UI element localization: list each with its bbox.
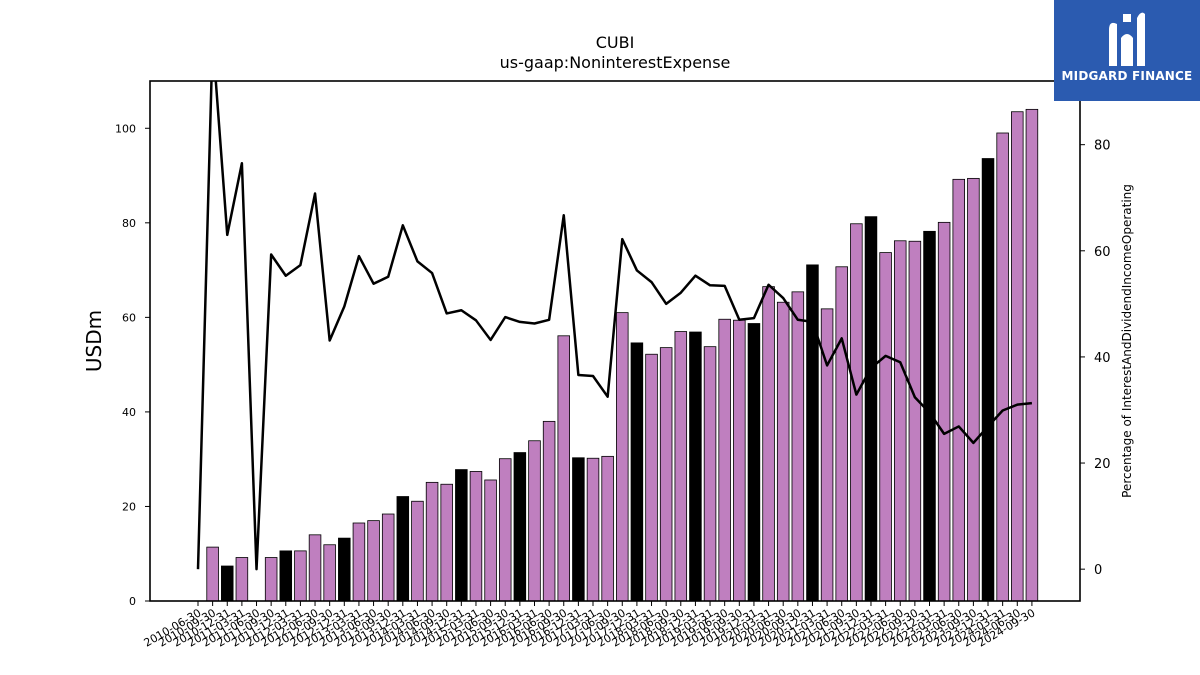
bars: [206, 108, 1039, 602]
brand-name: MIDGARD FINANCE: [1061, 69, 1193, 83]
y2-axis-label: Percentage of InterestAndDividendIncomeO…: [1120, 184, 1134, 498]
bar-2015-03-31: [469, 471, 483, 602]
bar-2019-03-31: [703, 346, 717, 602]
bar-2014-12-31: [455, 469, 468, 602]
bar-2019-12-31: [747, 323, 761, 602]
bar-2020-09-30: [791, 291, 805, 602]
bar-2017-06-30: [601, 455, 614, 602]
bar-2015-09-30: [498, 458, 512, 602]
bar-2018-03-31: [645, 353, 658, 602]
y-tick-label: 100: [115, 122, 136, 135]
bar-2024-06-30: [1011, 111, 1024, 602]
bar-2022-12-31: [923, 230, 936, 602]
bar-2016-06-30: [542, 420, 556, 602]
y-axis-label: USDm: [82, 310, 106, 372]
y2-tick-label: 60: [1094, 245, 1111, 260]
bar-2014-09-30: [440, 483, 453, 602]
bar-2023-12-31: [981, 158, 995, 602]
y-tick-label: 0: [129, 595, 136, 608]
bar-2021-12-31: [864, 216, 878, 602]
bar-2021-06-30: [835, 266, 848, 602]
bar-2012-03-31: [294, 550, 307, 602]
bar-2024-03-31: [996, 132, 1009, 602]
bar-2022-06-30: [893, 240, 907, 602]
y-tick-label: 20: [122, 500, 136, 513]
percentage-line: [196, 81, 1033, 571]
bar-2017-09-30: [616, 312, 629, 602]
bar-2016-12-31: [572, 457, 585, 602]
bar-2013-09-30: [381, 513, 395, 602]
bar-2010-09-30: [206, 546, 219, 602]
bar-2019-09-30: [733, 319, 746, 602]
bar-2024-09-30: [1025, 108, 1039, 602]
bar-2023-06-30: [952, 178, 966, 602]
y2-tick-label: 0: [1094, 563, 1102, 578]
bar-2012-12-31: [338, 537, 351, 602]
bar-2021-09-30: [850, 223, 863, 602]
bar-2011-09-30: [264, 557, 278, 602]
chart-title: CUBI: [596, 33, 635, 52]
bar-2017-12-31: [630, 342, 644, 602]
bar-2010-12-31: [221, 565, 234, 602]
midgard-logo-icon: [1109, 12, 1145, 67]
bar-2015-06-30: [484, 479, 497, 602]
percentage-line-layer: [196, 81, 1033, 571]
bar-2019-06-30: [718, 318, 731, 602]
bar-2013-12-31: [396, 496, 410, 602]
bar-2018-12-31: [689, 331, 702, 602]
bar-2020-03-31: [762, 286, 775, 602]
plot-frame: [149, 80, 1081, 602]
y-tick-label: 80: [122, 217, 136, 230]
bar-2017-03-31: [586, 457, 600, 602]
bar-2014-03-31: [411, 500, 424, 602]
bar-2013-06-30: [367, 520, 380, 602]
bar-2023-09-30: [967, 177, 980, 602]
bar-2018-06-30: [659, 347, 673, 602]
bar-2020-12-31: [806, 264, 819, 602]
bar-2016-03-31: [528, 440, 541, 602]
bar-2016-09-30: [557, 335, 571, 602]
bar-2012-06-30: [308, 534, 322, 602]
bar-2014-06-30: [425, 481, 439, 602]
bar-2023-03-31: [937, 221, 951, 602]
y-tick-label: 60: [122, 311, 136, 324]
brand-logo: MIDGARD FINANCE: [1054, 0, 1200, 101]
y2-axis: 0 20 40 60 80: [1080, 139, 1111, 578]
y2-tick-label: 80: [1094, 139, 1111, 154]
chart-subtitle: us-gaap:NoninterestExpense: [500, 53, 731, 72]
bar-2011-12-31: [279, 550, 293, 602]
bar-2013-03-31: [352, 522, 366, 602]
x-axis: 2010-06-302010-09-302010-12-312011-03-31…: [142, 601, 1037, 650]
y-axis: 0 20 40 60 80 100: [115, 122, 150, 608]
bar-2011-03-31: [235, 557, 249, 602]
bar-2015-12-31: [513, 452, 527, 602]
bar-2022-03-31: [879, 252, 892, 602]
y2-tick-label: 20: [1094, 457, 1111, 472]
bar-2018-09-30: [674, 331, 688, 602]
y-tick-label: 40: [122, 406, 136, 419]
bar-2012-09-30: [323, 544, 336, 602]
bar-2020-06-30: [776, 301, 790, 602]
bar-2022-09-30: [908, 240, 922, 602]
y2-tick-label: 40: [1094, 351, 1111, 366]
